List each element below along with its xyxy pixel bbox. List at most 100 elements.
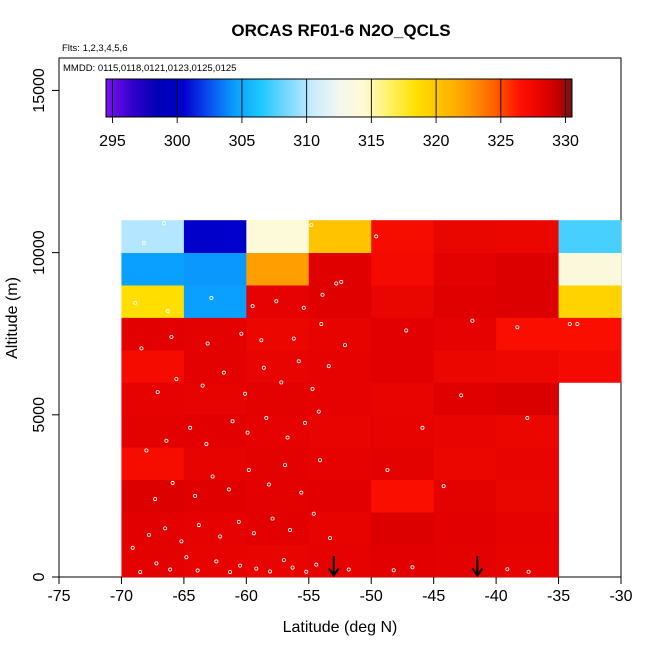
sample-point (259, 338, 264, 343)
sample-point (303, 420, 308, 425)
sample-point (261, 365, 266, 370)
heatmap-cell (183, 382, 247, 416)
sample-point (153, 497, 158, 502)
x-tick-label: -30 (609, 588, 632, 605)
heatmap-cell (496, 252, 559, 286)
y-tick-label: 10000 (31, 230, 48, 275)
colorbar: 295 300 305 310 315 320 325 330 (99, 78, 579, 150)
arrow-head (471, 567, 484, 578)
y-axis-label: Altitude (m) (4, 277, 21, 359)
colorbar-tick-label: 325 (487, 133, 514, 150)
sample-point (144, 448, 149, 453)
sample-point (150, 211, 155, 216)
sample-point (196, 523, 201, 528)
heatmap-cell (183, 285, 247, 318)
sample-point (154, 561, 159, 566)
sample-point (505, 567, 510, 572)
sample-point (169, 334, 174, 339)
sample-point (300, 197, 305, 202)
sample-point (311, 511, 316, 516)
sample-point (246, 467, 251, 472)
sample-point (141, 240, 146, 245)
heatmap-cell (371, 252, 435, 286)
sample-point (214, 559, 219, 564)
heatmap-cell (308, 220, 372, 254)
sample-point (470, 318, 475, 323)
heatmap-cell (496, 414, 559, 448)
colorbar-tick-label: 315 (358, 133, 385, 150)
sample-point (283, 463, 288, 468)
x-tick-label: -35 (547, 588, 570, 605)
sample-point (270, 516, 275, 521)
sample-point (301, 305, 306, 310)
sample-point (241, 187, 246, 192)
sample-point (290, 565, 295, 570)
heatmap-cell (371, 317, 435, 351)
sample-point (171, 187, 176, 192)
sample-point (174, 377, 179, 382)
sample-point (146, 532, 151, 537)
heatmap-cell (246, 317, 310, 351)
heatmap-cell (246, 479, 310, 513)
sample-point (326, 364, 331, 369)
heatmap-cell (246, 414, 310, 448)
heatmap-cell (558, 349, 622, 383)
sample-point (285, 435, 290, 440)
sample-point (296, 359, 301, 364)
arrow-head (327, 567, 340, 578)
x-tick-label: -40 (485, 588, 508, 605)
heatmap-cell (433, 220, 497, 254)
sample-point (342, 343, 347, 348)
heatmap-cell (371, 479, 435, 513)
x-tick-label: -55 (297, 588, 320, 605)
heatmap-cell (496, 382, 559, 416)
sample-point (274, 299, 279, 304)
sample-point (319, 321, 324, 326)
sample-point (165, 309, 170, 314)
heatmap-cell (496, 220, 559, 254)
heatmap-cell (433, 252, 497, 286)
sample-point (133, 300, 138, 305)
x-tick-label: -75 (47, 588, 70, 605)
sample-point (339, 279, 344, 284)
sample-point (238, 563, 243, 568)
sample-point (288, 527, 293, 532)
heatmap-cell (121, 317, 185, 351)
heatmap-cell (308, 285, 372, 318)
heatmap-cell (496, 479, 559, 513)
sample-point (575, 321, 580, 326)
heatmap-cell (371, 447, 435, 481)
sample-point (334, 281, 339, 286)
sample-point (567, 321, 572, 326)
sample-point (491, 195, 496, 200)
sample-point (293, 213, 298, 218)
heatmap-cell (308, 447, 372, 481)
heatmap-cell (183, 317, 247, 351)
colorbar-tick-label: 300 (164, 133, 191, 150)
sample-point (260, 198, 265, 203)
heatmap-cells (121, 220, 622, 578)
sample-point (391, 568, 396, 573)
heatmap-cell (183, 349, 247, 383)
sample-point (138, 570, 143, 575)
heatmap-cell (496, 285, 559, 318)
sample-point (245, 430, 250, 435)
sample-points (129, 186, 580, 575)
sample-point (264, 416, 269, 421)
colorbar-gradient (105, 78, 573, 118)
sample-point (236, 519, 241, 524)
colorbar-tick-label: 295 (99, 133, 126, 150)
chart-title: ORCAS RF01-6 N2O_QCLS (231, 21, 450, 40)
heatmap-cell (246, 349, 310, 383)
sample-point (410, 565, 415, 570)
sample-point (193, 493, 198, 498)
sample-point (216, 186, 221, 191)
heatmap-cell (183, 512, 247, 545)
heatmap-cell (183, 447, 247, 481)
sample-point (316, 409, 321, 414)
sample-point (204, 442, 209, 447)
sample-point (299, 490, 304, 495)
y-tick-label: 15000 (31, 68, 48, 113)
sample-point (314, 562, 319, 567)
